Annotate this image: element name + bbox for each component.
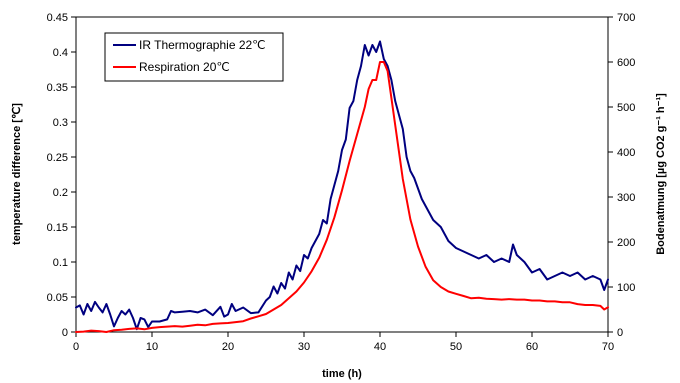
- series-layer: [75, 40, 609, 333]
- left-y-tick-label: 0.15: [47, 222, 68, 234]
- x-tick-label: 50: [450, 341, 462, 353]
- x-tick-label: 10: [146, 341, 158, 353]
- right-y-tick-label: 100: [617, 282, 635, 294]
- left-y-tick-label: 0: [62, 327, 68, 339]
- right-y-axis: 0 100 200 300 400 500 600 700: [608, 12, 635, 339]
- left-y-axis: 0 0.05 0.1 0.15 0.2 0.25 0.3 0.35 0.4 0.45: [47, 12, 76, 339]
- right-y-tick-label: 300: [617, 192, 635, 204]
- legend-label-ir: IR Thermographie 22℃: [139, 38, 266, 52]
- series-line-ir-thermographie: [75, 40, 609, 331]
- left-y-tick-label: 0.4: [53, 47, 68, 59]
- x-tick-label: 40: [374, 341, 386, 353]
- series-line-respiration: [75, 61, 609, 333]
- right-y-tick-label: 0: [617, 327, 623, 339]
- x-axis-title: time (h): [322, 368, 362, 380]
- x-axis: 0 10 20 30 40 50 60 70: [73, 332, 614, 353]
- x-tick-label: 0: [73, 341, 79, 353]
- x-tick-label: 60: [526, 341, 538, 353]
- legend: IR Thermographie 22℃ Respiration 20℃: [104, 32, 284, 82]
- plot-frame: [75, 16, 609, 333]
- left-y-tick-label: 0.05: [47, 292, 68, 304]
- x-tick-label: 20: [222, 341, 234, 353]
- left-y-tick-label: 0.45: [47, 12, 68, 24]
- right-y-tick-label: 600: [617, 57, 635, 69]
- left-y-axis-title: temperature difference [℃]: [11, 103, 23, 245]
- left-y-tick-label: 0.1: [53, 257, 68, 269]
- right-y-tick-label: 500: [617, 102, 635, 114]
- legend-box: [104, 32, 284, 82]
- right-y-axis-title: Bodenatmung [µg CO2 g⁻¹ h⁻¹]: [655, 93, 667, 255]
- x-tick-label: 70: [602, 341, 614, 353]
- right-y-tick-label: 200: [617, 237, 635, 249]
- legend-label-respiration: Respiration 20℃: [139, 60, 230, 74]
- left-y-tick-label: 0.2: [53, 187, 68, 199]
- x-tick-label: 30: [298, 341, 310, 353]
- left-y-tick-label: 0.35: [47, 82, 68, 94]
- left-y-tick-label: 0.25: [47, 152, 68, 164]
- right-y-tick-label: 700: [617, 12, 635, 24]
- right-y-tick-label: 400: [617, 147, 635, 159]
- left-y-tick-label: 0.3: [53, 117, 68, 129]
